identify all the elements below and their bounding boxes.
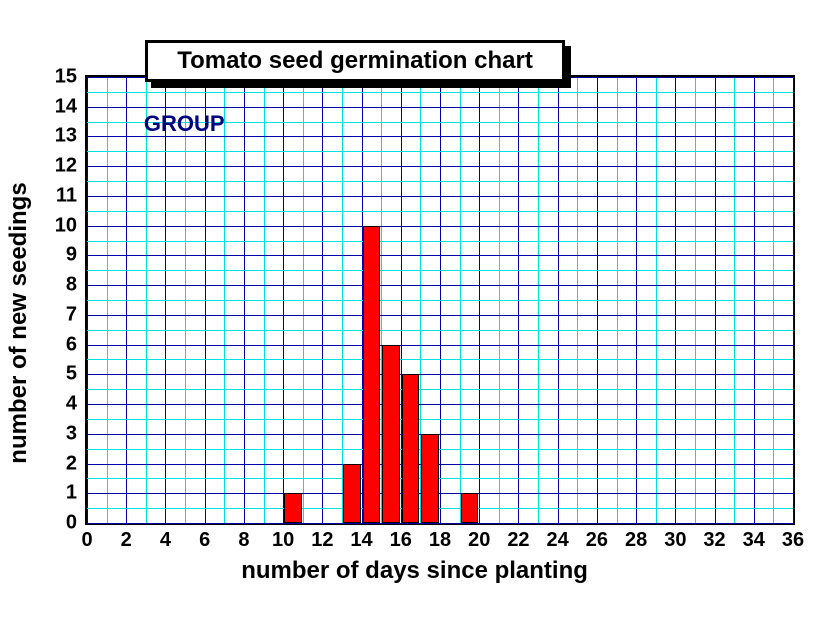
x-tick-label: 2	[121, 529, 132, 552]
bar	[402, 374, 420, 523]
x-tick-label: 8	[238, 529, 249, 552]
x-tick-label: 10	[272, 529, 294, 552]
x-tick-label: 6	[199, 529, 210, 552]
legend-text: GROUP	[144, 111, 225, 137]
x-tick-label: 12	[311, 529, 333, 552]
x-tick-label: 18	[429, 529, 451, 552]
bar	[382, 345, 400, 523]
x-axis-title: number of days since planting	[241, 557, 588, 585]
x-tick-label: 20	[468, 529, 490, 552]
x-tick-label: 26	[586, 529, 608, 552]
grid	[87, 77, 793, 523]
bar	[363, 226, 381, 523]
x-tick-label: 28	[625, 529, 647, 552]
x-tick-label: 34	[743, 529, 765, 552]
chart-title: Tomato seed germination chart	[177, 47, 533, 75]
x-tick-label: 32	[703, 529, 725, 552]
plot-area	[85, 75, 795, 525]
bar	[343, 464, 361, 523]
bar	[461, 493, 479, 523]
y-axis-title: number of new seedings	[5, 182, 33, 463]
bar	[284, 493, 302, 523]
chart-canvas: 024681012141618202224262830323436 012345…	[0, 0, 840, 640]
bar	[421, 434, 439, 523]
chart-title-box: Tomato seed germination chart	[145, 40, 565, 82]
x-tick-label: 22	[507, 529, 529, 552]
x-tick-label: 4	[160, 529, 171, 552]
x-tick-label: 24	[547, 529, 569, 552]
x-tick-label: 16	[390, 529, 412, 552]
x-tick-label: 30	[664, 529, 686, 552]
x-tick-label: 14	[350, 529, 372, 552]
x-tick-label: 0	[81, 529, 92, 552]
x-tick-label: 36	[782, 529, 804, 552]
